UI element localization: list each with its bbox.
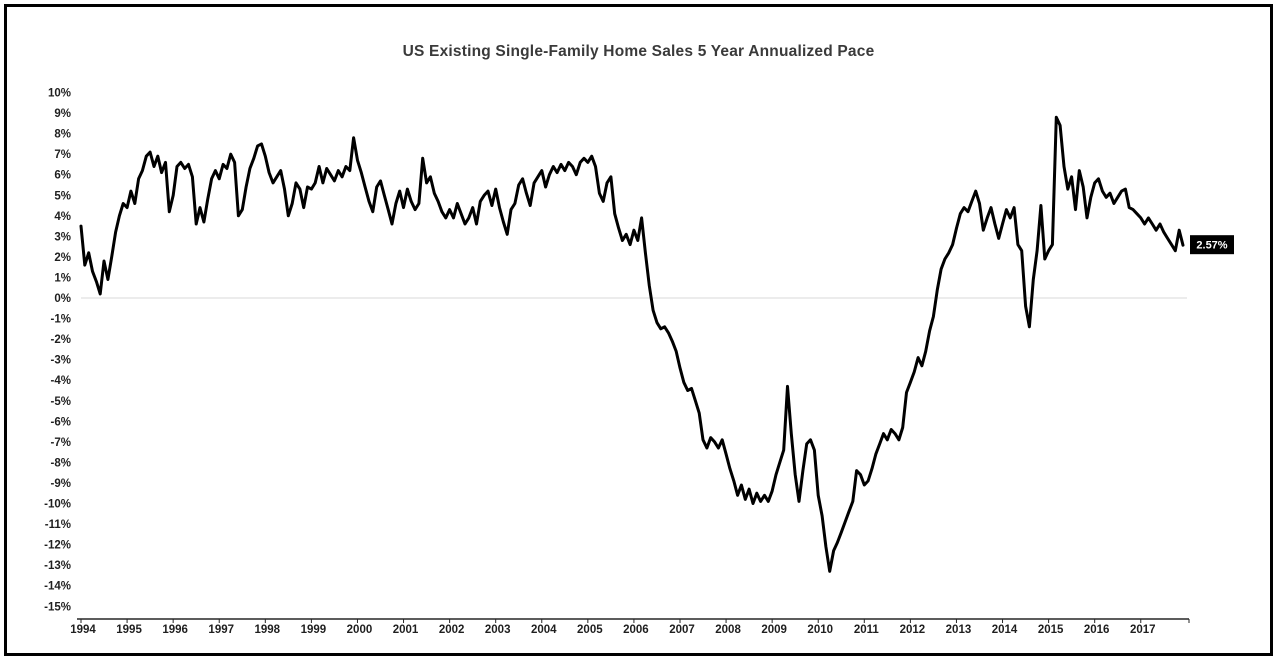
y-tick-label: -15% xyxy=(44,601,71,613)
y-tick-label: -8% xyxy=(51,457,71,469)
y-tick-label: -9% xyxy=(51,478,71,490)
x-tick-label: 1996 xyxy=(162,624,188,636)
y-tick-label: 7% xyxy=(54,149,71,161)
y-tick-label: 10% xyxy=(48,88,71,100)
end-value-label-box xyxy=(1190,235,1234,255)
y-tick-label: 3% xyxy=(54,231,71,243)
x-tick-label: 2002 xyxy=(439,624,465,636)
y-tick-label: -14% xyxy=(44,581,71,593)
y-tick-label: 0% xyxy=(54,293,71,305)
y-tick-label: -4% xyxy=(51,375,71,387)
y-tick-label: 6% xyxy=(54,170,71,182)
x-tick-label: 2006 xyxy=(623,624,649,636)
line-chart: 10% 9% 8% 7% 6% 5% 4% 3% 2% 1% 0% -1% -2% -3% -4% -5% -6… xyxy=(44,88,1234,636)
x-tick-label: 2011 xyxy=(854,624,880,636)
y-tick-label: -2% xyxy=(51,334,71,346)
y-tick-label: 8% xyxy=(54,129,71,141)
x-tick-label: 2010 xyxy=(807,624,833,636)
x-tick-label: 2000 xyxy=(347,624,373,636)
y-tick-label: -13% xyxy=(44,560,71,572)
x-tick-label: 2015 xyxy=(1038,624,1064,636)
chart-frame: US Existing Single-Family Home Sales 5 Y… xyxy=(4,4,1273,656)
x-tick-label: 1998 xyxy=(255,624,281,636)
x-tick-label: 2016 xyxy=(1084,624,1110,636)
x-tick-label: 2009 xyxy=(761,624,787,636)
x-tick-label: 2001 xyxy=(393,624,419,636)
x-tick-label: 2013 xyxy=(946,624,972,636)
x-tick-label: 1994 xyxy=(70,624,96,636)
data-line xyxy=(79,115,1185,573)
x-tick-label: 2005 xyxy=(577,624,603,636)
x-tick-label: 2008 xyxy=(715,624,741,636)
x-tick-label: 1995 xyxy=(116,624,142,636)
y-tick-label: 2% xyxy=(54,252,71,264)
y-tick-label: -5% xyxy=(51,396,71,408)
y-tick-label: 5% xyxy=(54,190,71,202)
x-tick-label: 2004 xyxy=(531,624,557,636)
y-tick-label: -10% xyxy=(44,499,71,511)
y-tick-label: -11% xyxy=(45,519,71,531)
x-tick-label: 2014 xyxy=(992,624,1018,636)
x-tick-label: 2012 xyxy=(900,624,926,636)
x-tick-label: 2007 xyxy=(669,624,695,636)
x-tick-label: 1997 xyxy=(208,624,234,636)
y-tick-label: 9% xyxy=(54,108,71,120)
y-tick-label: 4% xyxy=(54,211,71,223)
chart-title: US Existing Single-Family Home Sales 5 Y… xyxy=(402,43,875,60)
y-tick-label: -6% xyxy=(51,416,71,428)
x-tick-label: 1999 xyxy=(301,624,327,636)
y-tick-label: -3% xyxy=(51,355,71,367)
x-tick-label: 2003 xyxy=(485,624,511,636)
end-value-label: 2.57% xyxy=(1196,240,1227,252)
x-tick-label: 2017 xyxy=(1130,624,1156,636)
y-tick-label: -1% xyxy=(51,314,71,326)
y-tick-label: -12% xyxy=(44,540,71,552)
y-tick-label: 1% xyxy=(54,272,71,284)
y-tick-label: -7% xyxy=(51,437,71,449)
